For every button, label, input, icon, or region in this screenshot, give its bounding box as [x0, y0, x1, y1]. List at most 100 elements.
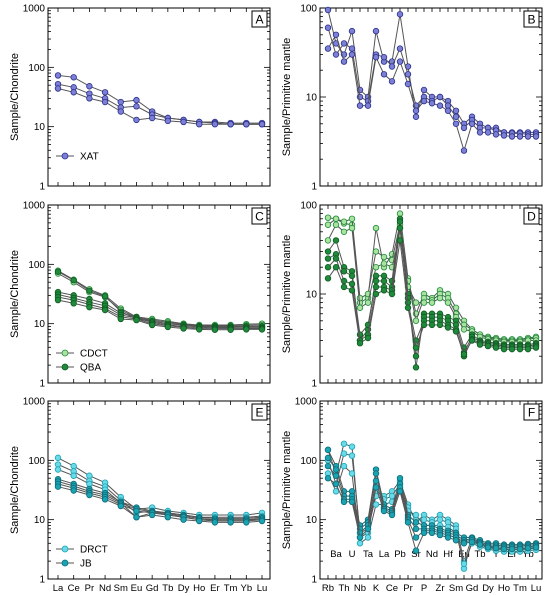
data-point [86, 303, 93, 311]
x-tick-label: Zr [436, 583, 445, 594]
x-tick-label: Tb [162, 583, 173, 594]
legend-label: XAT [80, 152, 99, 163]
data-point [380, 277, 388, 285]
data-point [101, 89, 109, 96]
data-point [227, 519, 234, 526]
legend-marker [61, 559, 69, 567]
data-point [348, 272, 356, 280]
data-point [460, 540, 468, 547]
data-point [388, 511, 396, 519]
data-point [54, 296, 62, 304]
data-point [372, 224, 380, 232]
data-point [404, 80, 412, 88]
data-point [492, 545, 500, 552]
data-point [332, 215, 340, 222]
data-point [324, 462, 332, 470]
data-point [133, 116, 140, 124]
data-point [101, 293, 109, 300]
data-point [324, 6, 332, 14]
data-point [436, 516, 444, 523]
data-point [372, 248, 380, 255]
x-tick-label: Y [493, 549, 500, 560]
data-point [332, 31, 340, 38]
legend-marker [61, 152, 69, 160]
legend-marker [61, 349, 69, 357]
data-point [412, 511, 420, 519]
data-point [444, 534, 452, 541]
data-point [436, 321, 444, 329]
data-point [468, 337, 476, 344]
data-point [332, 480, 340, 488]
data-point [492, 131, 500, 138]
data-point [54, 85, 62, 92]
y-tick-label: 1000 [23, 201, 46, 212]
data-point [148, 114, 156, 122]
data-point [348, 470, 356, 477]
data-point [164, 323, 172, 331]
data-point [460, 351, 468, 358]
data-point [356, 102, 364, 109]
data-point [70, 277, 77, 284]
data-point [476, 341, 484, 348]
panel-letter: A [255, 13, 263, 27]
x-tick-label: Er [210, 583, 220, 594]
x-tick-label: Tb [474, 549, 485, 560]
series-blue [54, 85, 266, 128]
data-point [258, 121, 266, 128]
data-point [380, 54, 388, 61]
x-tick-label: Ce [386, 583, 398, 594]
data-point [444, 324, 452, 331]
x-tick-label: Sm [449, 583, 463, 594]
panel-letter-box [251, 403, 268, 421]
data-point [428, 299, 436, 306]
data-point [444, 102, 452, 109]
data-point [348, 51, 356, 58]
data-point [348, 27, 356, 35]
data-point [412, 353, 420, 360]
data-point [388, 290, 396, 298]
y-tick-label: 10 [34, 319, 46, 330]
data-point [468, 120, 476, 127]
legend-label: CDCT [80, 349, 108, 360]
data-point [340, 218, 348, 225]
data-point [70, 472, 77, 479]
data-point [324, 255, 332, 262]
x-tick-label: Dy [178, 583, 190, 594]
data-point [133, 96, 140, 104]
y-tick-label: 1 [39, 575, 45, 586]
data-point [54, 466, 62, 473]
data-point [380, 507, 388, 515]
data-point [348, 452, 356, 459]
data-point [340, 283, 348, 291]
panel-letter: C [255, 210, 264, 224]
data-point [243, 326, 250, 333]
y-tick-label: 10 [306, 290, 318, 301]
data-point [428, 321, 436, 329]
data-point [180, 118, 187, 126]
y-tick-label: 1 [39, 182, 45, 193]
data-point [70, 74, 77, 81]
data-point [404, 304, 412, 311]
y-tick-label: 10 [34, 515, 46, 526]
data-point [54, 72, 62, 79]
data-point [412, 525, 420, 533]
data-point [324, 24, 332, 31]
data-point [420, 86, 428, 94]
y-tick-label: 100 [28, 456, 45, 467]
data-point [460, 326, 468, 333]
y-axis-label: Sample/Chondrite [9, 53, 21, 141]
data-point [396, 58, 404, 65]
data-point [508, 133, 516, 140]
data-point [211, 519, 219, 526]
y-tick-label: 100 [300, 201, 317, 212]
series-line [327, 9, 536, 133]
data-point [412, 107, 420, 114]
data-point [54, 268, 62, 275]
data-point [372, 290, 380, 298]
data-point [524, 133, 532, 140]
panel-letter-box [251, 207, 268, 225]
legend-marker [61, 545, 69, 553]
data-point [452, 113, 460, 120]
data-point [54, 454, 62, 462]
data-point [388, 63, 396, 70]
